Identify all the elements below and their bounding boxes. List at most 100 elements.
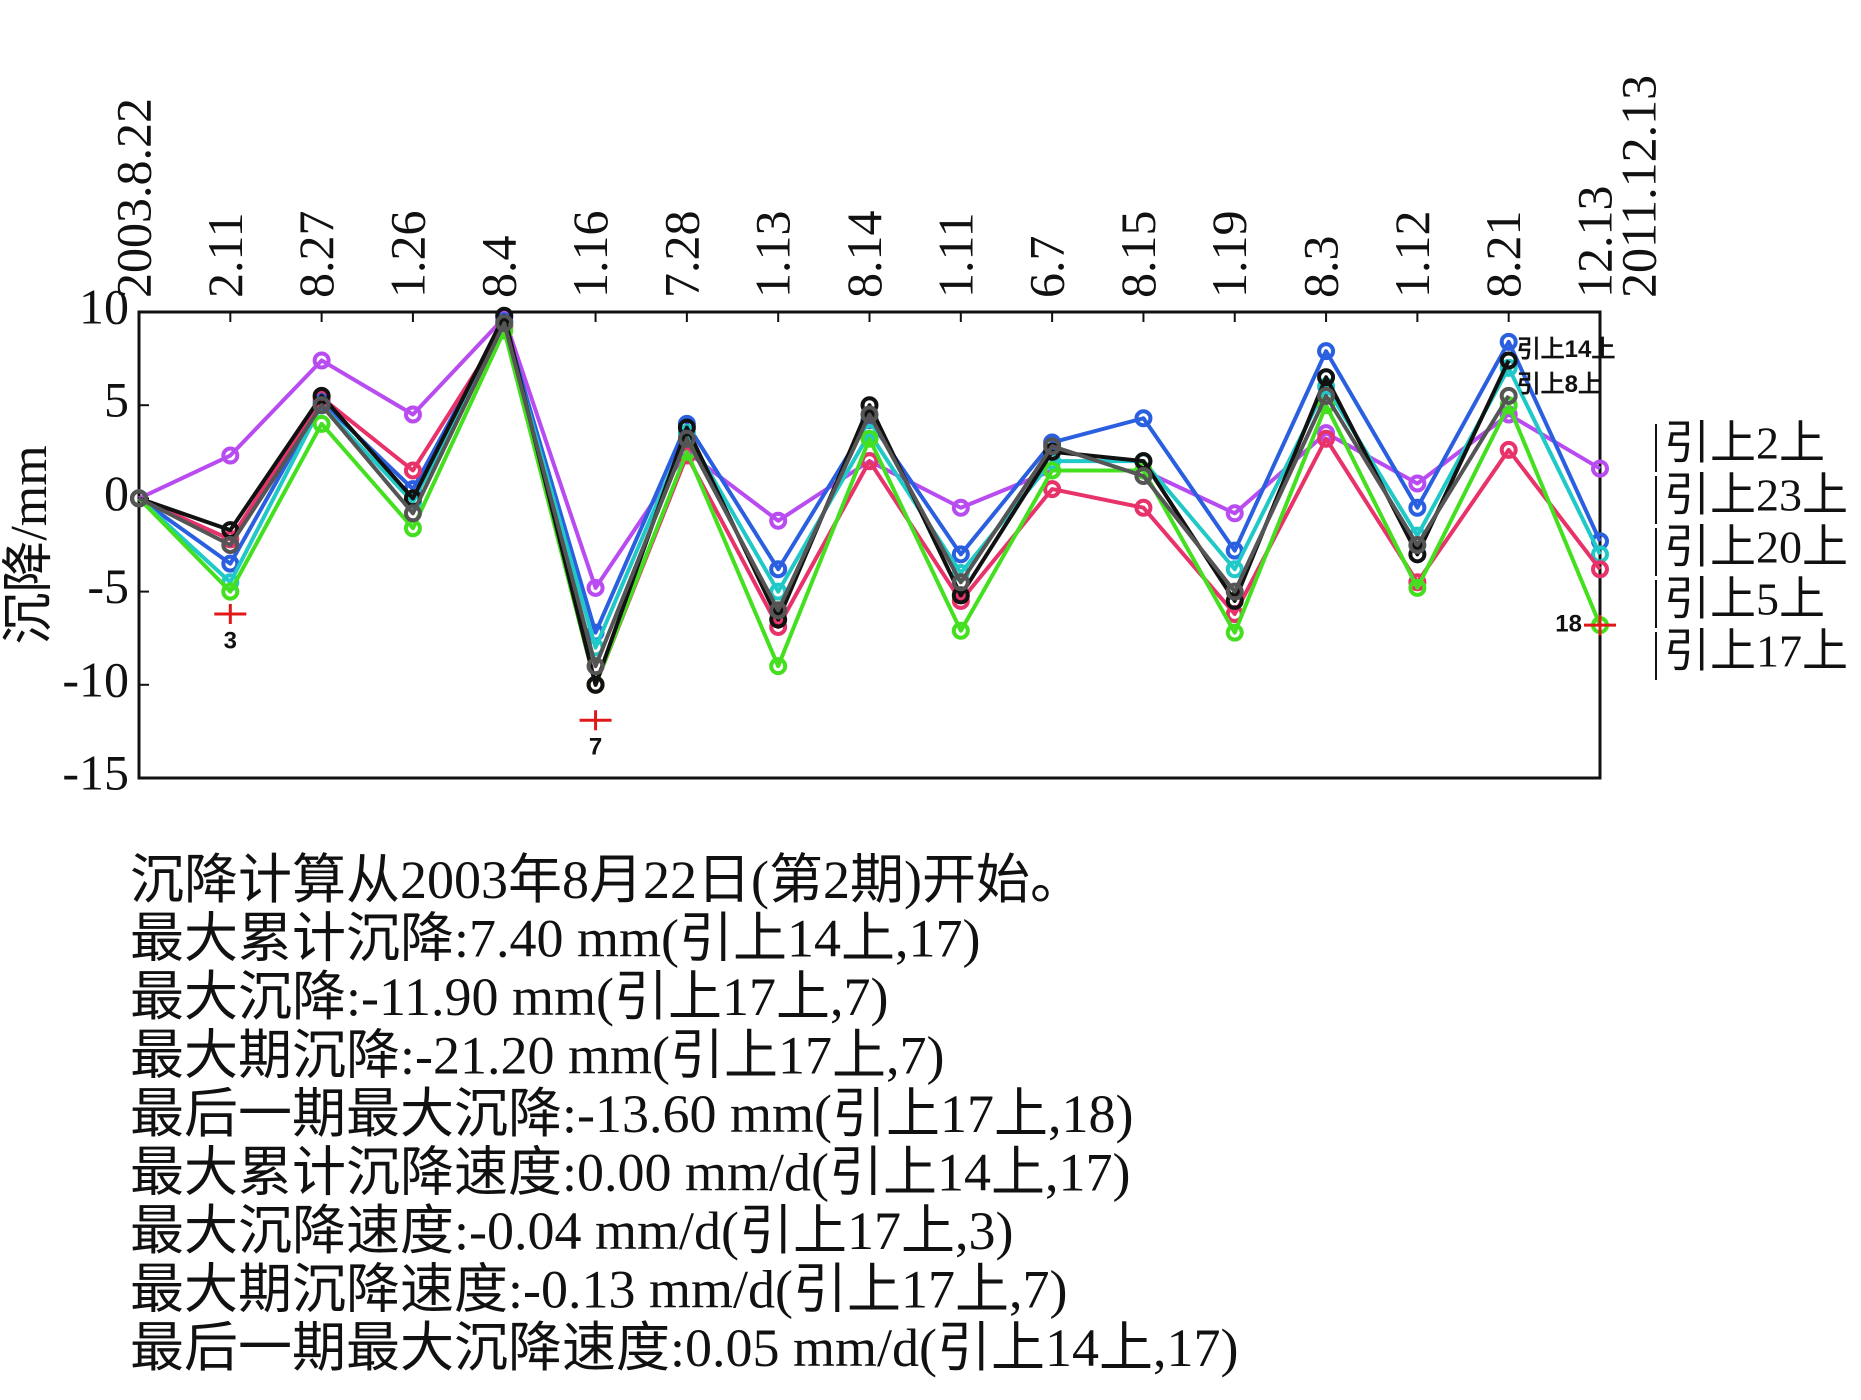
point-marker [951, 545, 970, 564]
point-marker [403, 405, 422, 424]
x-tick-label: 8.27 [288, 211, 344, 299]
x-tick-label: 8.21 [1475, 211, 1531, 299]
point-marker [1317, 429, 1336, 448]
point-marker [1499, 332, 1518, 351]
x-tick-label: 8.15 [1110, 211, 1166, 299]
point-marker [769, 511, 788, 530]
point-marker [1043, 480, 1062, 499]
annotation-label: 3 [224, 627, 237, 654]
note-line: 最大期沉降:-21.20 mm(引上17上,7) [130, 1026, 944, 1086]
x-tick-label: 1.13 [745, 211, 801, 299]
y-tick-label: 5 [104, 372, 129, 428]
point-marker [1134, 409, 1153, 428]
point-marker [860, 405, 879, 424]
annotation-marker [1584, 615, 1616, 636]
point-marker [586, 578, 605, 597]
annotation-marker [579, 710, 612, 731]
point-marker [1408, 474, 1427, 493]
point-marker [586, 657, 605, 676]
point-marker [1317, 342, 1336, 361]
series-line [138, 324, 1602, 687]
annotation-label: 18 [1555, 610, 1582, 637]
x-tick-label: 1.26 [379, 211, 435, 299]
x-tick-label: 8.14 [836, 211, 892, 299]
point-marker [312, 414, 331, 433]
point-marker [677, 429, 696, 448]
point-marker [1134, 467, 1153, 486]
point-marker [1408, 536, 1427, 554]
legend-label: 引上20上 [1664, 522, 1848, 573]
point-marker [1225, 541, 1244, 560]
point-marker [769, 560, 788, 579]
point-marker [1408, 498, 1427, 517]
point-marker [1225, 591, 1244, 610]
point-marker [312, 351, 331, 370]
note-line: 最后一期最大沉降:-13.60 mm(引上17上,18) [130, 1084, 1133, 1144]
point-marker [860, 396, 879, 415]
note-line: 最大沉降:-11.90 mm(引上17上,7) [130, 967, 888, 1027]
point-marker [769, 657, 788, 676]
y-tick-label: -10 [62, 651, 129, 707]
x-tick-label: 2003.8.22 [105, 98, 161, 298]
point-marker [1591, 459, 1609, 478]
point-marker [1225, 560, 1244, 579]
annotation-marker [214, 603, 247, 624]
point-marker [312, 386, 331, 405]
y-axis-label: 沉降/mm [1, 445, 58, 644]
point-marker [951, 498, 970, 517]
point-marker [769, 601, 788, 620]
point-marker [221, 536, 240, 554]
point-marker [1499, 440, 1518, 459]
point-marker [951, 573, 970, 592]
legend-label: 引上2上 [1664, 418, 1825, 469]
series-line [137, 328, 1602, 687]
point-marker [769, 610, 788, 629]
point-marker [1317, 368, 1336, 387]
x-tick-label: 1.11 [927, 212, 983, 298]
point-marker [1499, 386, 1518, 405]
point-marker [586, 675, 605, 694]
x-tick-label: 1.19 [1201, 211, 1257, 299]
point-marker [1591, 560, 1609, 579]
point-marker [1499, 351, 1518, 370]
y-tick-label: -15 [62, 744, 129, 800]
y-tick-label: 0 [104, 465, 129, 521]
annotation-label: 7 [589, 734, 602, 761]
x-tick-label: 1.16 [562, 211, 618, 299]
point-marker [1043, 437, 1062, 456]
note-line: 最大期沉降速度:-0.13 mm/d(引上17上,7) [130, 1260, 1067, 1320]
point-marker [1408, 578, 1427, 597]
note-line: 最大沉降速度:-0.04 mm/d(引上17上,3) [130, 1201, 1013, 1261]
point-marker [860, 429, 879, 448]
x-tick-label: 8.3 [1293, 236, 1349, 299]
y-tick-label: 10 [79, 278, 129, 334]
series-label: 引上14上 [1517, 336, 1616, 363]
x-tick-label: 8.4 [471, 236, 527, 299]
x-tick-label: 12.13 [1566, 186, 1622, 299]
point-marker [677, 418, 696, 437]
point-marker [1225, 582, 1244, 601]
note-line: 沉降计算从2003年8月22日(第2期)开始。 [130, 850, 1084, 910]
point-marker [1043, 461, 1062, 480]
point-marker [951, 621, 970, 640]
point-marker [1134, 498, 1153, 517]
x-tick-label: 6.7 [1019, 236, 1075, 299]
series-label: 引上8上 [1517, 371, 1602, 398]
y-tick-label: -5 [87, 558, 129, 614]
legend-label: 引上17上 [1664, 626, 1848, 677]
point-marker [495, 314, 514, 333]
point-marker [1408, 545, 1427, 564]
x-tick-label: 1.12 [1384, 211, 1440, 299]
x-tick-label: 7.28 [653, 211, 709, 299]
legend-label: 引上23上 [1664, 470, 1848, 521]
point-marker [1317, 386, 1336, 405]
point-marker [312, 396, 331, 415]
legend-label: 引上5上 [1664, 574, 1825, 625]
note-line: 最大累计沉降:7.40 mm(引上14上,17) [130, 909, 980, 969]
point-marker [1225, 623, 1244, 642]
note-line: 最后一期最大沉降速度:0.05 mm/d(引上14上,17) [130, 1318, 1238, 1378]
point-marker [221, 582, 240, 601]
x-tick-label: 2.11 [197, 212, 253, 298]
